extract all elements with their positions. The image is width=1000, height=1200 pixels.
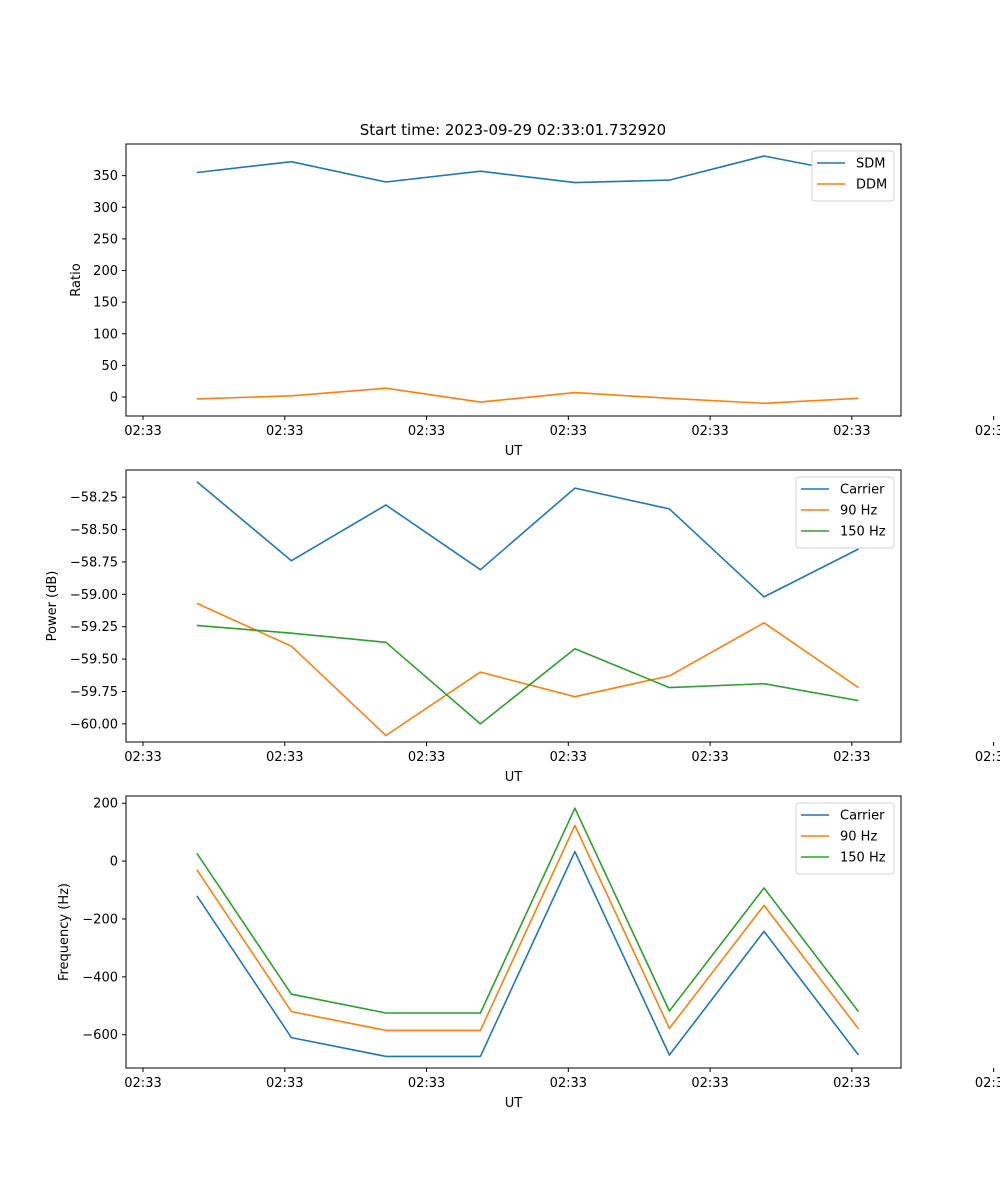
x-axis-label: UT: [505, 770, 523, 785]
x-tick-label: 02:33: [266, 424, 303, 439]
series-line-carrier: [196, 850, 860, 1058]
y-tick-label: 100: [93, 327, 118, 342]
legend-label: Carrier: [840, 809, 885, 824]
chart-panel-3: 02:33 02:33 02:33 02:33 02:33 02:33 02:34 −600 −…: [57, 795, 1000, 1111]
legend-label: Carrier: [840, 483, 885, 498]
chart-panel-2: 02:33 02:33 02:33 02:33 02:33 02:33 02:34 −60.0…: [45, 469, 1000, 785]
x-tick-label: 02:33: [408, 750, 445, 765]
legend-label: 90 Hz: [840, 504, 877, 519]
x-tick-label: 02:33: [266, 1076, 303, 1091]
y-tick-label: −58.25: [70, 491, 118, 506]
y-tick-label: −400: [82, 970, 118, 985]
chart-title: Start time: 2023-09-29 02:33:01.732920: [360, 121, 666, 139]
plot-frame: [125, 795, 902, 1069]
y-tick-label: −200: [82, 912, 118, 927]
y-tick-label: 250: [93, 232, 118, 247]
x-tick-label: 02:33: [550, 424, 587, 439]
chart-panel-1: 02:33 02:33 02:33 02:33 02:33 02:33 02:34 0 50 10…: [69, 143, 1000, 459]
x-tick-label: 02:33: [266, 750, 303, 765]
y-tick-label: 200: [93, 797, 118, 812]
y-tick-label: −58.50: [70, 523, 118, 538]
x-tick-label: 02:33: [550, 750, 587, 765]
y-tick-label: −59.25: [70, 620, 118, 635]
x-tick-label: 02:34: [975, 1076, 1000, 1091]
y-tick-label: −59.00: [70, 588, 118, 603]
y-axis-label: Ratio: [69, 263, 84, 296]
x-axis-label: UT: [505, 1096, 523, 1111]
y-tick-label: 0: [110, 855, 118, 870]
series-line-ddm: [196, 387, 859, 405]
y-axis-label: Frequency (Hz): [57, 883, 72, 981]
y-tick-label: −600: [82, 1028, 118, 1043]
series-line-90-hz: [196, 602, 859, 737]
plot-frame: [125, 469, 902, 743]
x-tick-label: 02:33: [124, 1076, 161, 1091]
plot-frame: [125, 143, 902, 417]
y-tick-label: −59.50: [70, 653, 118, 668]
x-tick-label: 02:33: [550, 1076, 587, 1091]
x-tick-label: 02:33: [124, 424, 161, 439]
x-tick-label: 02:33: [124, 750, 161, 765]
x-tick-label: 02:33: [408, 424, 445, 439]
legend-label: 150 Hz: [840, 851, 886, 866]
y-tick-label: 0: [110, 391, 118, 406]
y-tick-label: −58.75: [70, 555, 118, 570]
y-tick-label: −59.75: [70, 685, 118, 700]
y-tick-label: 50: [101, 359, 118, 374]
legend-label: 150 Hz: [840, 525, 886, 540]
y-axis-label: Power (dB): [45, 571, 60, 642]
x-tick-label: 02:33: [833, 1076, 870, 1091]
x-tick-label: 02:33: [691, 424, 728, 439]
series-line-sdm: [196, 155, 859, 184]
x-tick-label: 02:34: [975, 424, 1000, 439]
y-tick-label: 300: [93, 201, 118, 216]
x-tick-label: 02:33: [833, 424, 870, 439]
x-tick-label: 02:34: [975, 750, 1000, 765]
y-tick-label: −60.00: [70, 717, 118, 732]
x-tick-label: 02:33: [691, 1076, 728, 1091]
series-line-carrier: [196, 481, 859, 598]
series-line-90-hz: [196, 824, 860, 1032]
y-tick-label: 350: [93, 169, 118, 184]
legend-label: SDM: [856, 157, 885, 172]
legend-label: DDM: [856, 178, 887, 193]
series-line-150-hz: [196, 624, 859, 725]
x-axis-label: UT: [505, 444, 523, 459]
legend: Carrier 90 Hz 150 Hz: [795, 802, 895, 875]
x-tick-label: 02:33: [691, 750, 728, 765]
y-tick-label: 150: [93, 296, 118, 311]
series-line-150-hz: [196, 807, 860, 1014]
legend: SDM DDM: [811, 150, 895, 202]
y-tick-label: 200: [93, 264, 118, 279]
x-tick-label: 02:33: [833, 750, 870, 765]
x-tick-label: 02:33: [408, 1076, 445, 1091]
legend-label: 90 Hz: [840, 830, 877, 845]
legend: Carrier 90 Hz 150 Hz: [795, 476, 895, 549]
